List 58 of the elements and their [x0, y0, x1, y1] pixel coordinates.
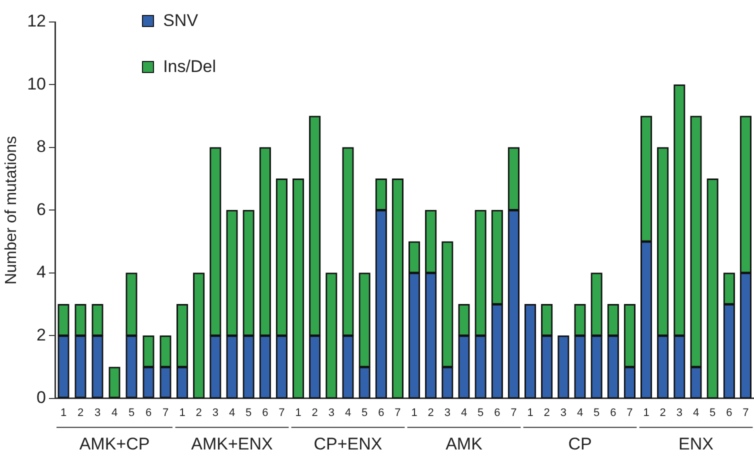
- x-tick-label: 5: [246, 407, 252, 420]
- x-tick-label: 3: [328, 407, 334, 420]
- x-tick-label: 2: [660, 407, 666, 420]
- x-tick-label: 5: [478, 407, 484, 420]
- x-tick-label: 4: [692, 407, 700, 420]
- y-tick-label: 0: [36, 388, 46, 408]
- x-tick-label: 7: [510, 407, 517, 420]
- x-tick-label: 3: [94, 407, 101, 420]
- x-tick-label: 1: [295, 407, 302, 420]
- x-tick-label: 4: [460, 407, 468, 420]
- x-tick-label: 7: [742, 407, 749, 420]
- x-axis-title: CP: [568, 434, 592, 454]
- x-tick-label: 4: [344, 407, 352, 420]
- x-tick-label: 4: [576, 407, 584, 420]
- x-tick-label: 1: [60, 407, 67, 420]
- x-tick-label: 5: [362, 407, 368, 420]
- x-tick-label: 2: [312, 407, 318, 420]
- y-tick-label: 8: [36, 137, 46, 156]
- x-tick-label: 6: [145, 407, 152, 420]
- x-tick-label: 2: [544, 407, 550, 420]
- x-axis-title: AMK: [446, 434, 484, 454]
- x-tick-label: 6: [726, 407, 732, 420]
- x-tick-label: 3: [676, 407, 682, 420]
- x-tick-label: 1: [179, 407, 186, 420]
- x-axis-title: AMK+ENX: [191, 434, 273, 454]
- x-tick-label: 4: [228, 407, 236, 420]
- x-tick-label: 2: [196, 407, 202, 420]
- x-tick-label: 5: [594, 407, 600, 420]
- x-tick-label: 2: [428, 407, 434, 420]
- x-tick-label: 1: [411, 407, 418, 420]
- y-tick-label: 10: [27, 74, 46, 94]
- x-tick-label: 7: [278, 407, 285, 420]
- x-tick-label: 6: [494, 407, 500, 420]
- legend-label: Ins/Del: [163, 57, 216, 77]
- y-axis-title: Number of mutations: [3, 136, 20, 284]
- x-tick-label: 6: [262, 407, 268, 420]
- x-tick-label: 1: [527, 407, 534, 420]
- y-tick-label: 6: [36, 200, 46, 219]
- x-tick-label: 1: [643, 407, 650, 420]
- x-tick-label: 2: [77, 407, 84, 420]
- x-tick-label: 7: [394, 407, 401, 420]
- x-axis-title: ENX: [678, 434, 714, 454]
- x-tick-label: 7: [626, 407, 633, 420]
- x-tick-label: 6: [378, 407, 384, 420]
- x-axis-title: CP+ENX: [314, 434, 382, 454]
- x-tick-label: 6: [610, 407, 616, 420]
- y-tick-label: 12: [27, 12, 46, 31]
- legend-label: SNV: [163, 11, 198, 31]
- x-tick-label: 5: [128, 407, 135, 420]
- x-tick-label: 3: [212, 407, 218, 420]
- x-tick-label: 3: [444, 407, 450, 420]
- y-tick-label: 2: [36, 325, 46, 344]
- x-tick-label: 3: [560, 407, 566, 420]
- x-tick-label: 4: [111, 407, 118, 420]
- y-tick-label: 4: [36, 262, 46, 282]
- x-axis-title: AMK+CP: [79, 434, 150, 454]
- x-tick-label: 5: [710, 407, 716, 420]
- x-tick-label: 7: [162, 407, 169, 420]
